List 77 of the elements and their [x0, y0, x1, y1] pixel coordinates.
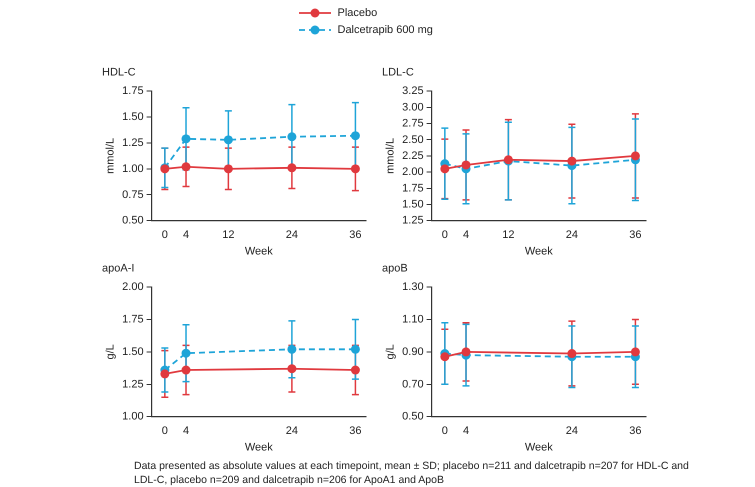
- legend-label: Dalcetrapib 600 mg: [338, 24, 433, 36]
- x-tick-label: 36: [349, 229, 362, 242]
- point: [224, 164, 233, 174]
- point: [350, 366, 360, 375]
- y-tick-label: 2.25: [402, 150, 424, 162]
- y-tick-label: 0.70: [402, 378, 424, 390]
- point: [182, 366, 191, 375]
- y-tick-label: 1.30: [402, 281, 424, 294]
- x-axis-title: Week: [244, 441, 274, 454]
- y-tick-label: 2.00: [122, 281, 144, 294]
- point: [287, 344, 296, 354]
- y-axis-title: g/L: [104, 344, 117, 360]
- x-tick-label: 4: [462, 425, 470, 438]
- x-tick-label: 0: [162, 229, 168, 242]
- x-tick-label: 36: [629, 425, 642, 438]
- x-tick-label: 12: [222, 229, 234, 242]
- y-tick-label: 0.75: [122, 188, 144, 201]
- x-tick-label: 4: [182, 425, 190, 438]
- chart-title: apoA-I: [102, 262, 134, 275]
- x-axis-title: Week: [244, 245, 274, 258]
- chart-title: LDL-C: [382, 66, 414, 79]
- point: [287, 132, 296, 142]
- y-tick-label: 1.75: [122, 314, 144, 326]
- x-tick-label: 4: [182, 229, 190, 242]
- point: [350, 164, 360, 174]
- x-tick-label: 24: [286, 229, 298, 242]
- y-tick-label: 1.00: [122, 162, 144, 175]
- y-tick-label: 0.50: [122, 214, 144, 227]
- y-tick-label: 1.50: [402, 198, 424, 210]
- y-tick-label: 2.75: [402, 118, 424, 130]
- point: [350, 131, 360, 140]
- point: [287, 163, 296, 172]
- y-tick-label: 1.50: [122, 346, 144, 358]
- point: [160, 369, 170, 378]
- y-tick-label: 2.50: [402, 134, 424, 146]
- y-tick-label: 1.25: [402, 214, 424, 227]
- point: [182, 162, 191, 172]
- y-axis-title: mmol/L: [384, 138, 397, 174]
- point: [630, 151, 640, 160]
- y-tick-label: 1.50: [122, 111, 144, 124]
- y-axis-title: g/L: [384, 344, 397, 360]
- point: [462, 160, 471, 170]
- x-tick-label: 36: [629, 229, 642, 242]
- point: [350, 344, 360, 354]
- point: [182, 348, 191, 358]
- y-tick-label: 0.90: [402, 346, 424, 358]
- x-axis-title: Week: [524, 441, 554, 454]
- y-tick-label: 2.00: [402, 166, 424, 178]
- y-tick-label: 1.10: [402, 314, 424, 326]
- chart-title: HDL-C: [102, 66, 136, 79]
- point: [440, 164, 450, 174]
- x-tick-label: 0: [442, 229, 448, 242]
- x-tick-label: 24: [286, 425, 298, 438]
- y-tick-label: 1.25: [122, 378, 144, 390]
- y-tick-label: 1.75: [402, 182, 424, 194]
- x-tick-label: 24: [566, 229, 578, 242]
- chart-title: apoB: [382, 262, 408, 275]
- point: [182, 134, 191, 144]
- x-tick-label: 4: [462, 229, 470, 242]
- y-tick-label: 1.75: [122, 85, 144, 98]
- y-tick-label: 1.25: [122, 136, 144, 149]
- x-tick-label: 0: [162, 425, 168, 438]
- x-axis-title: Week: [524, 245, 554, 258]
- x-tick-label: 0: [442, 425, 448, 438]
- y-tick-label: 0.50: [402, 410, 424, 423]
- y-axis-title: mmol/L: [104, 138, 117, 174]
- legend-label: Placebo: [338, 6, 378, 18]
- y-tick-label: 3.25: [402, 85, 424, 98]
- point: [567, 156, 576, 166]
- point: [287, 364, 296, 374]
- x-tick-label: 24: [566, 425, 578, 438]
- y-tick-label: 1.00: [122, 410, 144, 423]
- x-tick-label: 12: [502, 229, 514, 242]
- x-tick-label: 36: [349, 425, 362, 438]
- point: [224, 135, 233, 144]
- y-tick-label: 3.00: [402, 101, 424, 114]
- text: Data presented as absolute values at each timepoint, mean ± SD; placebo n=211 and dalcetrapib n=207 for HDL-C and LDL-C, placebo n=209 and dalcetrapib n=206 for ApoA1 and ApoB: [134, 459, 690, 487]
